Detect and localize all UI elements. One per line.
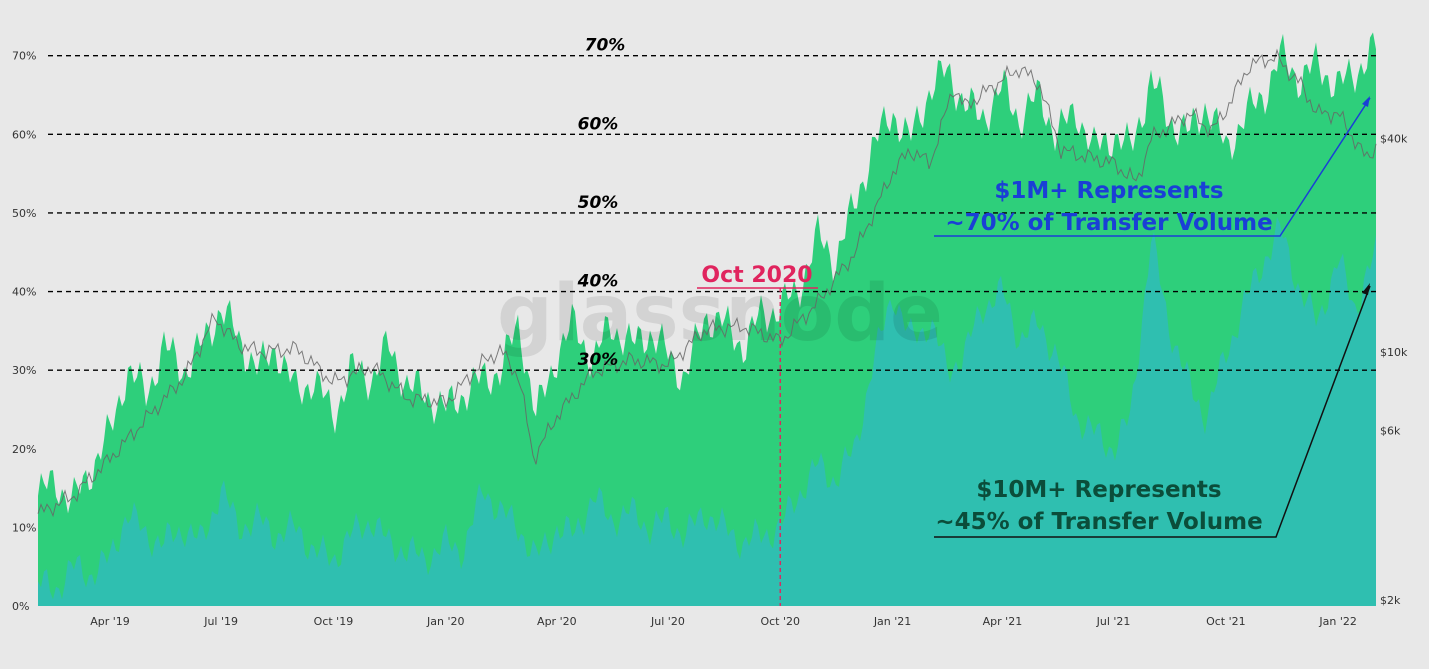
x-tick: Oct '19 — [314, 615, 354, 628]
top-annotation-line2: ~70% of Transfer Volume — [945, 210, 1272, 236]
marker-label: Oct 2020 — [701, 263, 812, 288]
watermark-text: glassnode — [497, 269, 943, 359]
price-layer — [37, 48, 1377, 518]
x-tick: Jul '21 — [1096, 615, 1131, 628]
y-left-tick: 60% — [12, 128, 36, 141]
threshold-label: 50% — [578, 193, 619, 213]
axes-layer: 0% 10% 20% 30% 40% 50% 60% 70% $2k $6k $10k $40k Apr… — [12, 50, 1408, 628]
area-layer — [38, 32, 1376, 606]
x-tick: Apr '19 — [90, 615, 130, 628]
y-left-tick: 30% — [12, 364, 36, 377]
y-left-tick: 70% — [12, 50, 36, 63]
top-arrowhead-icon — [1362, 96, 1370, 107]
x-tick: Oct '21 — [1206, 615, 1246, 628]
y-left-tick: 20% — [12, 443, 36, 456]
x-tick: Apr '21 — [983, 615, 1023, 628]
threshold-label: 40% — [577, 272, 619, 292]
x-tick: Oct '20 — [760, 615, 800, 628]
x-tick: Jan '20 — [426, 615, 464, 628]
x-tick: Apr '20 — [537, 615, 577, 628]
y-right-tick: $2k — [1380, 594, 1401, 607]
oct-2020-marker: Oct 2020 — [697, 263, 818, 606]
threshold-label: 60% — [578, 114, 619, 134]
top-annotation-line1: $1M+ Represents — [994, 178, 1223, 204]
threshold-label: 70% — [585, 36, 626, 56]
x-tick: Jan '21 — [873, 615, 911, 628]
x-tick: Jul '20 — [650, 615, 685, 628]
area-series-1 — [38, 217, 1376, 606]
y-left-tick: 10% — [12, 521, 36, 534]
y-left-tick: 40% — [12, 286, 36, 299]
price-line — [37, 48, 1377, 518]
y-right-tick: $6k — [1380, 425, 1401, 438]
y-left-tick: 0% — [12, 600, 29, 613]
x-tick: Jul '19 — [203, 615, 238, 628]
threshold-layer: 30% 40% 50% 60% 70% — [48, 36, 1376, 371]
bottom-annotation-arrow — [934, 285, 1371, 538]
y-right-tick: $40k — [1380, 132, 1408, 145]
y-right-tick: $10k — [1380, 346, 1408, 359]
annotations-layer: $1M+ Represents ~70% of Transfer Volume $1… — [934, 96, 1371, 538]
y-left-tick: 50% — [12, 207, 36, 220]
x-tick: Jan '22 — [1318, 615, 1356, 628]
bottom-arrowhead-icon — [1362, 283, 1370, 295]
top-annotation-arrow — [934, 97, 1371, 237]
threshold-label: 30% — [578, 350, 619, 370]
bottom-annotation-line1: $10M+ Represents — [976, 477, 1221, 503]
bottom-annotation-line2: ~45% of Transfer Volume — [935, 509, 1262, 535]
